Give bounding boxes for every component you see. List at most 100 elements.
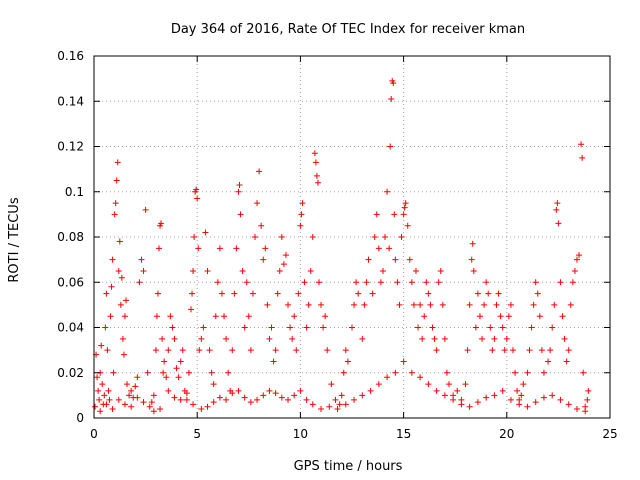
data-point — [466, 301, 473, 308]
data-point — [421, 313, 428, 320]
data-point — [561, 335, 568, 342]
data-point — [179, 347, 186, 354]
data-point — [260, 392, 267, 399]
data-point — [433, 387, 440, 394]
data-point — [94, 374, 101, 381]
data-point — [249, 290, 256, 297]
data-point — [163, 374, 170, 381]
plot-frame — [93, 55, 611, 419]
data-point — [402, 200, 409, 207]
data-point — [567, 301, 574, 308]
data-point — [398, 234, 405, 240]
data-point — [469, 240, 476, 247]
data-point — [315, 279, 322, 286]
data-point — [384, 188, 391, 195]
data-point — [138, 256, 145, 263]
data-point — [120, 351, 127, 358]
data-point — [195, 245, 202, 252]
data-point — [516, 401, 523, 408]
data-point — [514, 387, 521, 394]
data-point — [167, 313, 174, 320]
data-point — [140, 399, 147, 406]
data-point — [326, 403, 333, 410]
data-point — [105, 387, 112, 394]
data-point — [427, 301, 434, 308]
data-point — [114, 159, 121, 166]
data-point — [512, 369, 519, 376]
x-tick-labels: 0 5 10 15 20 25 — [90, 427, 617, 441]
y-tick-label: 0.14 — [57, 94, 84, 108]
data-point — [540, 369, 547, 376]
data-point — [150, 408, 157, 415]
data-point — [194, 195, 201, 202]
data-point — [303, 324, 310, 331]
data-point — [106, 396, 113, 403]
data-point — [229, 347, 236, 354]
data-point — [342, 347, 349, 354]
data-point — [353, 279, 360, 286]
data-point — [243, 279, 250, 286]
data-point — [493, 301, 500, 308]
data-point — [313, 172, 320, 179]
data-point — [487, 324, 494, 331]
data-point — [122, 297, 129, 304]
data-point — [340, 369, 347, 376]
data-point — [136, 279, 143, 286]
x-tick-label: 10 — [293, 427, 308, 441]
data-point — [365, 256, 372, 263]
data-point — [146, 403, 153, 410]
data-point — [169, 324, 176, 331]
data-point — [417, 374, 424, 381]
data-point — [289, 335, 296, 342]
x-tick-label: 0 — [90, 427, 98, 441]
data-point — [311, 150, 318, 157]
data-point — [401, 204, 408, 211]
data-point — [109, 256, 116, 263]
data-point — [221, 313, 228, 320]
data-point — [113, 177, 120, 184]
data-point — [193, 186, 200, 193]
data-point — [191, 234, 198, 240]
data-point — [297, 387, 304, 394]
data-point — [518, 392, 525, 399]
data-point — [264, 301, 271, 308]
data-point — [272, 390, 279, 397]
data-point — [392, 256, 399, 263]
data-point — [400, 211, 407, 218]
data-point — [165, 387, 172, 394]
data-point — [223, 335, 230, 342]
data-point — [291, 313, 298, 320]
data-point — [285, 301, 292, 308]
data-point — [171, 394, 178, 401]
data-point — [443, 369, 450, 376]
data-point — [260, 256, 267, 263]
data-point — [344, 358, 351, 365]
data-point — [400, 358, 407, 365]
data-point — [334, 405, 341, 412]
data-point — [210, 399, 217, 406]
data-point — [367, 387, 374, 394]
data-point — [386, 245, 393, 252]
x-tick-label: 5 — [193, 427, 201, 441]
data-point — [322, 313, 329, 320]
data-point — [476, 313, 483, 320]
data-point — [309, 401, 316, 408]
data-point — [92, 403, 99, 410]
data-point — [373, 211, 380, 218]
data-point — [160, 369, 167, 376]
data-point — [425, 290, 432, 297]
data-point — [236, 181, 243, 188]
data-point — [268, 324, 275, 331]
data-point — [256, 168, 263, 175]
data-point — [103, 401, 110, 408]
data-point — [505, 313, 512, 320]
data-point — [557, 396, 564, 403]
data-point — [530, 301, 537, 308]
data-point — [314, 179, 321, 186]
data-point — [464, 347, 471, 354]
data-point — [144, 369, 151, 376]
data-point — [291, 392, 298, 399]
data-point — [423, 279, 430, 286]
data-point — [247, 347, 254, 354]
